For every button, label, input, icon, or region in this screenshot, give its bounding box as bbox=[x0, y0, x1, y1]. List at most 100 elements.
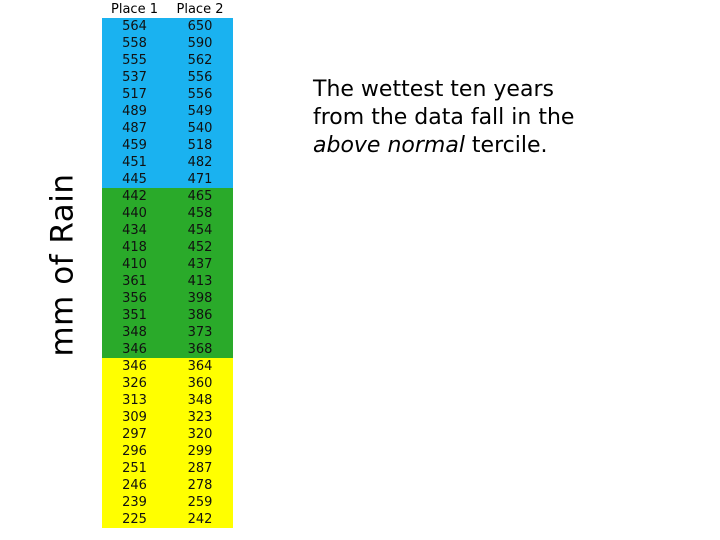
table-row: 348 373 bbox=[102, 324, 233, 341]
table-row: 487 540 bbox=[102, 120, 233, 137]
column-header-place-2: Place 2 bbox=[176, 2, 224, 17]
annotation-line-3: above normal tercile. bbox=[313, 132, 673, 160]
cell-place-2: 364 bbox=[187, 359, 213, 374]
cell-place-2: 348 bbox=[187, 393, 213, 408]
cell-place-2: 458 bbox=[187, 206, 213, 221]
table-body: 564 650 558 590 555 562 537 556 517 556 489 549 487 5… bbox=[102, 18, 233, 528]
cell-place-1: 225 bbox=[122, 512, 147, 527]
cell-place-1: 346 bbox=[122, 359, 147, 374]
cell-place-2: 373 bbox=[187, 325, 213, 340]
cell-place-2: 556 bbox=[187, 87, 213, 102]
table-row: 225 242 bbox=[102, 511, 233, 528]
cell-place-2: 368 bbox=[187, 342, 213, 357]
cell-place-1: 361 bbox=[122, 274, 147, 289]
cell-place-1: 517 bbox=[122, 87, 147, 102]
cell-place-1: 451 bbox=[122, 155, 147, 170]
table-row: 555 562 bbox=[102, 52, 233, 69]
cell-place-2: 259 bbox=[187, 495, 213, 510]
table-row: 239 259 bbox=[102, 494, 233, 511]
cell-place-1: 346 bbox=[122, 342, 147, 357]
cell-place-1: 296 bbox=[122, 444, 147, 459]
table-row: 442 465 bbox=[102, 188, 233, 205]
cell-place-1: 555 bbox=[122, 53, 147, 68]
cell-place-2: 518 bbox=[187, 138, 213, 153]
table-row: 246 278 bbox=[102, 477, 233, 494]
cell-place-1: 558 bbox=[122, 36, 147, 51]
cell-place-2: 299 bbox=[187, 444, 213, 459]
cell-place-1: 537 bbox=[122, 70, 147, 85]
table-row: 537 556 bbox=[102, 69, 233, 86]
rainfall-table: Place 1 Place 2 564 650 558 590 555 562 537 556… bbox=[102, 1, 233, 528]
table-row: 309 323 bbox=[102, 409, 233, 426]
table-row: 564 650 bbox=[102, 18, 233, 35]
cell-place-2: 437 bbox=[187, 257, 213, 272]
annotation-text: The wettest ten years from the data fall… bbox=[313, 76, 673, 160]
cell-place-1: 564 bbox=[122, 19, 147, 34]
column-header-place-1: Place 1 bbox=[111, 2, 158, 17]
cell-place-2: 650 bbox=[187, 19, 213, 34]
cell-place-2: 471 bbox=[187, 172, 213, 187]
cell-place-1: 459 bbox=[122, 138, 147, 153]
table-row: 410 437 bbox=[102, 256, 233, 273]
cell-place-1: 313 bbox=[122, 393, 147, 408]
table-row: 361 413 bbox=[102, 273, 233, 290]
cell-place-1: 239 bbox=[122, 495, 147, 510]
cell-place-1: 348 bbox=[122, 325, 147, 340]
cell-place-2: 278 bbox=[187, 478, 213, 493]
cell-place-2: 590 bbox=[187, 36, 213, 51]
cell-place-2: 242 bbox=[187, 512, 213, 527]
cell-place-2: 386 bbox=[187, 308, 213, 323]
cell-place-2: 413 bbox=[187, 274, 213, 289]
table-row: 434 454 bbox=[102, 222, 233, 239]
table-row: 459 518 bbox=[102, 137, 233, 154]
annotation-tail: tercile. bbox=[464, 133, 548, 158]
cell-place-1: 445 bbox=[122, 172, 147, 187]
table-row: 356 398 bbox=[102, 290, 233, 307]
table-row: 445 471 bbox=[102, 171, 233, 188]
table-row: 346 364 bbox=[102, 358, 233, 375]
table-row: 351 386 bbox=[102, 307, 233, 324]
table-row: 558 590 bbox=[102, 35, 233, 52]
cell-place-2: 323 bbox=[187, 410, 213, 425]
cell-place-1: 326 bbox=[122, 376, 147, 391]
table-row: 251 287 bbox=[102, 460, 233, 477]
cell-place-1: 309 bbox=[122, 410, 147, 425]
table-row: 489 549 bbox=[102, 103, 233, 120]
cell-place-2: 320 bbox=[187, 427, 213, 442]
cell-place-1: 440 bbox=[122, 206, 147, 221]
cell-place-2: 452 bbox=[187, 240, 213, 255]
cell-place-2: 482 bbox=[187, 155, 213, 170]
table-row: 440 458 bbox=[102, 205, 233, 222]
y-axis-label: mm of Rain bbox=[44, 160, 82, 370]
cell-place-2: 549 bbox=[187, 104, 213, 119]
cell-place-1: 356 bbox=[122, 291, 147, 306]
cell-place-2: 454 bbox=[187, 223, 213, 238]
cell-place-2: 556 bbox=[187, 70, 213, 85]
cell-place-2: 360 bbox=[187, 376, 213, 391]
cell-place-2: 465 bbox=[187, 189, 213, 204]
cell-place-1: 418 bbox=[122, 240, 147, 255]
cell-place-1: 297 bbox=[122, 427, 147, 442]
cell-place-2: 287 bbox=[187, 461, 213, 476]
table-row: 326 360 bbox=[102, 375, 233, 392]
annotation-emphasis: above normal bbox=[313, 133, 465, 158]
cell-place-2: 562 bbox=[187, 53, 213, 68]
table-row: 451 482 bbox=[102, 154, 233, 171]
annotation-line-1: The wettest ten years bbox=[313, 77, 554, 102]
table-row: 313 348 bbox=[102, 392, 233, 409]
cell-place-1: 246 bbox=[122, 478, 147, 493]
table-row: 297 320 bbox=[102, 426, 233, 443]
cell-place-1: 434 bbox=[122, 223, 147, 238]
table-row: 296 299 bbox=[102, 443, 233, 460]
cell-place-1: 442 bbox=[122, 189, 147, 204]
cell-place-2: 398 bbox=[187, 291, 213, 306]
cell-place-1: 487 bbox=[122, 121, 147, 136]
cell-place-2: 540 bbox=[187, 121, 213, 136]
cell-place-1: 489 bbox=[122, 104, 147, 119]
annotation-line-2: from the data fall in the bbox=[313, 105, 575, 130]
table-row: 418 452 bbox=[102, 239, 233, 256]
cell-place-1: 251 bbox=[122, 461, 147, 476]
cell-place-1: 410 bbox=[122, 257, 147, 272]
table-row: 517 556 bbox=[102, 86, 233, 103]
cell-place-1: 351 bbox=[122, 308, 147, 323]
